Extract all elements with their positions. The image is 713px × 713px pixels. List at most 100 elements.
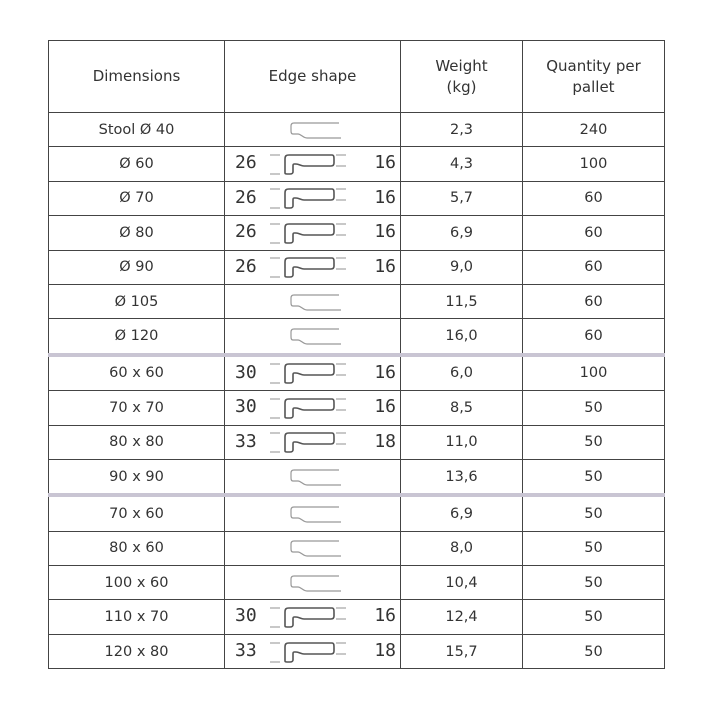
cell-edge-shape: [224, 111, 401, 148]
edge-left-dimension: 33: [235, 639, 257, 661]
cell-edge-shape: 26 16: [224, 249, 401, 285]
edge-profile-dimensioned-icon: [269, 398, 346, 419]
edge-left-dimension: 30: [235, 396, 257, 418]
cell-dimensions: Stool Ø 40: [48, 111, 225, 148]
cell-weight: 12,4: [400, 599, 523, 635]
cell-weight: 13,6: [400, 458, 523, 496]
table-row: 80 x 60 8,0 50: [48, 530, 665, 567]
cell-quantity: 50: [522, 565, 665, 601]
cell-edge-shape: 33 18: [224, 424, 401, 460]
cell-edge-shape: 26 16: [224, 180, 401, 217]
cell-quantity: 60: [522, 180, 665, 217]
cell-dimensions: 80 x 80: [48, 424, 225, 460]
cell-weight: 15,7: [400, 633, 523, 670]
cell-weight: 6,0: [400, 352, 523, 392]
cell-edge-shape: 30 16: [224, 390, 401, 426]
edge-right-dimension: 16: [374, 221, 396, 243]
cell-quantity: 50: [522, 458, 665, 496]
table-row: Ø 80 26 16 6,9 60: [48, 215, 665, 251]
edge-profile-dimensioned-icon: [269, 188, 346, 210]
cell-dimensions: 120 x 80: [48, 633, 225, 670]
edge-left-dimension: 30: [235, 361, 257, 383]
cell-edge-shape: [224, 318, 401, 356]
table-row: 100 x 60 10,4 50: [48, 565, 665, 601]
edge-left-dimension: 33: [235, 430, 257, 452]
edge-right-dimension: 16: [374, 605, 396, 627]
cell-weight: 8,0: [400, 530, 523, 567]
cell-quantity: 100: [522, 352, 665, 392]
cell-edge-shape: [224, 565, 401, 601]
cell-dimensions: 110 x 70: [48, 599, 225, 635]
table-row: Ø 120 16,0 60: [48, 318, 665, 356]
edge-right-dimension: 16: [374, 361, 396, 383]
cell-edge-shape: [224, 458, 401, 496]
cell-quantity: 60: [522, 318, 665, 356]
cell-edge-shape: 30 16: [224, 352, 401, 392]
cell-weight: 5,7: [400, 180, 523, 217]
edge-right-dimension: 16: [374, 152, 396, 174]
edge-left-dimension: 26: [235, 221, 257, 243]
edge-profile-dimensioned-icon: [269, 432, 346, 454]
cell-weight: 8,5: [400, 390, 523, 426]
table-row: 110 x 70 30 16 12,4 50: [48, 599, 665, 635]
cell-edge-shape: 33 18: [224, 633, 401, 670]
table-row: 70 x 70 30 16 8,5 50: [48, 390, 665, 426]
cell-weight: 2,3: [400, 111, 523, 148]
edge-left-dimension: 26: [235, 186, 257, 208]
cell-dimensions: 60 x 60: [48, 352, 225, 392]
cell-quantity: 50: [522, 599, 665, 635]
cell-weight: 9,0: [400, 249, 523, 285]
cell-dimensions: Ø 80: [48, 215, 225, 251]
table-row: 60 x 60 30 16 6,0 100: [48, 352, 665, 392]
cell-dimensions: Ø 70: [48, 180, 225, 217]
edge-profile-icon: [289, 122, 341, 139]
table-row: Stool Ø 40 2,3 240: [48, 111, 665, 148]
edge-right-dimension: 16: [374, 186, 396, 208]
cell-dimensions: 70 x 60: [48, 493, 225, 532]
edge-right-dimension: 16: [374, 396, 396, 418]
cell-quantity: 60: [522, 249, 665, 285]
edge-left-dimension: 30: [235, 605, 257, 627]
table-row: Ø 90 26 16 9,0 60: [48, 249, 665, 285]
cell-weight: 6,9: [400, 493, 523, 532]
edge-right-dimension: 18: [374, 430, 396, 452]
cell-quantity: 240: [522, 111, 665, 148]
edge-profile-dimensioned-icon: [269, 223, 346, 244]
cell-weight: 11,5: [400, 283, 523, 320]
cell-dimensions: Ø 105: [48, 283, 225, 320]
cell-quantity: 50: [522, 493, 665, 532]
edge-profile-dimensioned-icon: [269, 257, 346, 279]
edge-profile-icon: [289, 468, 341, 486]
cell-dimensions: Ø 90: [48, 249, 225, 285]
table-row: Ø 70 26 16 5,7 60: [48, 180, 665, 217]
table-row: 80 x 80 33 18 11,0 50: [48, 424, 665, 460]
table-row: Ø 60 26 16 4,3 100: [48, 146, 665, 182]
edge-profile-dimensioned-icon: [269, 641, 346, 663]
cell-edge-shape: [224, 530, 401, 567]
cell-weight: 6,9: [400, 215, 523, 251]
cell-quantity: 60: [522, 283, 665, 320]
header-dimensions: Dimensions: [48, 40, 225, 113]
edge-profile-dimensioned-icon: [269, 154, 346, 175]
cell-dimensions: 100 x 60: [48, 565, 225, 601]
cell-quantity: 100: [522, 146, 665, 182]
edge-profile-icon: [289, 328, 341, 345]
cell-weight: 11,0: [400, 424, 523, 460]
cell-dimensions: 80 x 60: [48, 530, 225, 567]
table-row: Ø 105 11,5 60: [48, 283, 665, 320]
cell-quantity: 50: [522, 633, 665, 670]
header-weight: Weight (kg): [400, 40, 523, 113]
cell-quantity: 50: [522, 424, 665, 460]
cell-dimensions: Ø 120: [48, 318, 225, 356]
header-edge-shape: Edge shape: [224, 40, 401, 113]
cell-quantity: 60: [522, 215, 665, 251]
edge-profile-icon: [289, 506, 341, 523]
table-row: 70 x 60 6,9 50: [48, 493, 665, 532]
edge-profile-dimensioned-icon: [269, 607, 346, 628]
cell-edge-shape: 26 16: [224, 215, 401, 251]
edge-profile-icon: [289, 540, 341, 557]
cell-quantity: 50: [522, 390, 665, 426]
edge-left-dimension: 26: [235, 152, 257, 174]
edge-right-dimension: 16: [374, 255, 396, 277]
cell-edge-shape: [224, 283, 401, 320]
